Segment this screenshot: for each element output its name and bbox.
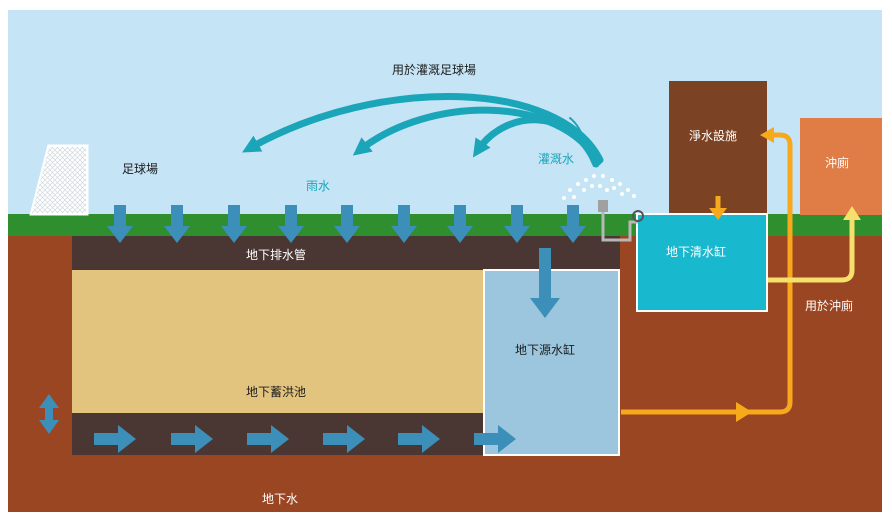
label-drain-pipe: 地下排水管 [246,248,307,262]
pipe-to-toilet [768,216,855,283]
sprinkler [562,174,644,242]
flow-arrow [474,425,516,453]
detention-pond [72,270,486,413]
rain-arrow [391,205,417,243]
rain-arrow [278,205,304,243]
flow-arrow [398,425,440,453]
label-purifier: 淨水設施 [689,129,738,143]
label-for-toilet: 用於沖廁 [805,299,854,313]
rain-arrow [107,205,133,243]
clean-tank [636,213,768,312]
flow-arrows [94,425,516,453]
flow-arrow [94,425,136,453]
label-irrigation: 灌溉水 [538,152,575,166]
label-football-field: 足球場 [122,162,159,176]
rain-arrow [164,205,190,243]
rain-arrow [447,205,473,243]
pipe-to-purifier [621,132,793,415]
flow-arrow [171,425,213,453]
source-tank [483,269,620,456]
rain-arrow [221,205,247,243]
label-clean-tank: 地下清水缸 [666,245,727,259]
irrigation-arcs [242,92,604,168]
label-toilet: 沖廁 [825,156,850,170]
groundwater-arrow [39,394,59,434]
flow-arrow [323,425,365,453]
label-source-tank: 地下源水缸 [515,343,576,357]
rain-arrow [334,205,360,243]
label-rain: 雨水 [306,179,331,193]
label-detention-pond: 地下蓄洪池 [246,385,307,399]
label-irrigate-field: 用於灌溉足球場 [392,63,477,77]
purifier-building [669,81,767,215]
drain-to-tank-arrow [530,248,560,318]
flow-arrow [247,425,289,453]
label-groundwater: 地下水 [262,492,299,506]
toilet-building [800,118,882,215]
rain-arrow [560,205,586,243]
rain-arrows [107,205,586,243]
rain-arrow [504,205,530,243]
